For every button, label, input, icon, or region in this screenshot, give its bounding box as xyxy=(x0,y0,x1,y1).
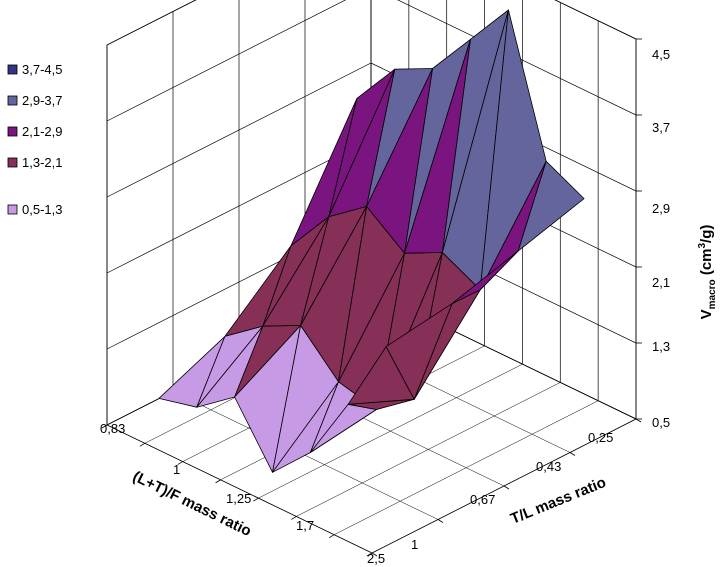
legend-label: 2,9-3,7 xyxy=(22,93,62,108)
left-tick-mark xyxy=(101,424,108,429)
z-tick-label: 0,5 xyxy=(652,415,670,430)
legend-label: 1,3-2,1 xyxy=(22,155,62,170)
z-tick-label: 4,5 xyxy=(652,47,670,62)
right-tick-mark xyxy=(503,485,510,490)
left-tick-mark xyxy=(253,497,259,502)
left-tick-label: 0,83 xyxy=(100,421,125,436)
right-tick-label: 0,67 xyxy=(470,492,495,507)
left-tick-label: 1,25 xyxy=(226,491,251,506)
left-tick-mark xyxy=(177,461,183,465)
left-tick-mark xyxy=(215,479,221,484)
chart-gridlines xyxy=(106,0,637,554)
surface-facet xyxy=(451,250,519,305)
left-tick-mark xyxy=(366,552,373,557)
z-gridline xyxy=(106,0,637,122)
z-tick-label: 1,3 xyxy=(652,339,670,354)
chart-axes xyxy=(101,38,642,557)
left-tick-mark xyxy=(291,516,297,520)
left-axis-ticks: 0,83 1 1,25 1,7 2,5 xyxy=(100,421,385,566)
z-gridline xyxy=(106,0,637,46)
z-axis-title: Vmacro (cm3/g) xyxy=(697,225,718,320)
right-tick-label: 0,43 xyxy=(536,459,561,474)
left-tick-mark xyxy=(328,534,335,539)
surface-facet xyxy=(517,160,585,252)
right-tick-mark xyxy=(635,418,642,423)
legend-label: 3,7-4,5 xyxy=(22,62,62,77)
right-axis-ticks: 0,25 0,43 0,67 1 xyxy=(411,430,613,552)
right-axis-title: T/L mass ratio xyxy=(508,474,608,528)
col-floor-gridline xyxy=(106,424,373,554)
right-tick-mark xyxy=(371,552,378,557)
left-tick-mark xyxy=(139,442,146,447)
legend-swatch xyxy=(7,204,18,215)
surface-facet xyxy=(385,303,453,400)
z-tick-label: 3,7 xyxy=(652,120,670,135)
left-tick-label: 1,7 xyxy=(296,518,314,533)
left-tick-label: 1 xyxy=(173,462,180,477)
legend-label: 0,5-1,3 xyxy=(22,202,62,217)
z-axis-ticks: 0,5 1,3 2,1 2,9 3,7 4,5 xyxy=(652,47,670,430)
right-tick-mark xyxy=(437,519,444,523)
right-tick-mark xyxy=(569,452,576,456)
legend-swatch xyxy=(7,64,18,75)
right-tick-label: 1 xyxy=(411,537,418,552)
legend-label: 2,1-2,9 xyxy=(22,124,62,139)
left-tick-label: 2,5 xyxy=(367,551,385,566)
z-tick-label: 2,9 xyxy=(652,201,670,216)
right-tick-label: 0,25 xyxy=(588,430,613,445)
legend-swatch xyxy=(7,95,18,106)
z-tick-label: 2,1 xyxy=(652,275,670,290)
legend-swatch xyxy=(7,157,18,168)
legend: 3,7-4,5 2,9-3,7 2,1-2,9 1,3-2,1 0,5-1,3 xyxy=(7,62,62,217)
legend-swatch xyxy=(7,126,18,137)
surface-plot xyxy=(158,9,585,473)
